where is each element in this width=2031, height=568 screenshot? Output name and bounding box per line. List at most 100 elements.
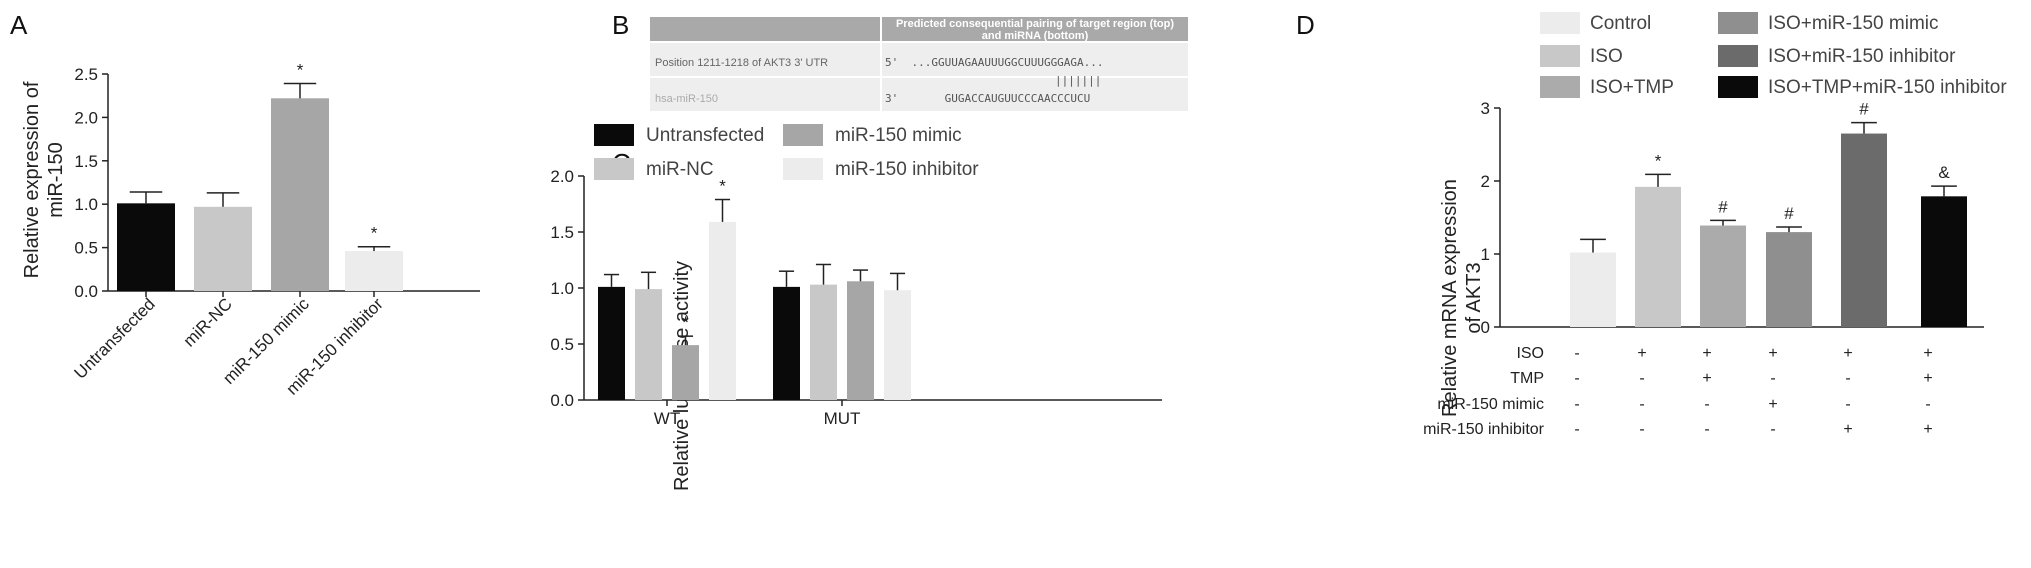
panel-c-y-tick-label: 2.0: [550, 167, 574, 186]
panel-d-treatment-value: +: [1702, 370, 1711, 387]
panel-d-legend-label: ISO+miR-150 mimic: [1768, 13, 1939, 34]
panel-d-legend-label: ISO+TMP: [1590, 77, 1674, 98]
panel-d-treatment-value: -: [1704, 396, 1709, 413]
target-sequence: 5' ...GGUUAGAAUUUGGCUUUGGGAGA...: [885, 56, 1104, 69]
panel-d-treatment-value: -: [1639, 421, 1644, 438]
panel-c-legend-swatch: [783, 124, 823, 146]
panel-d-legend-swatch: [1540, 45, 1580, 67]
panel-d-treatment-value: +: [1923, 345, 1932, 362]
panel-d-significance-marker: *: [1655, 151, 1662, 170]
table-header-left: [650, 17, 880, 41]
panel-c-x-tick-label: MUT: [824, 409, 861, 428]
table-header-line1: Predicted consequential pairing of targe…: [896, 18, 1174, 30]
panel-d-bar: [1766, 232, 1812, 327]
panel-a-bar: [117, 203, 175, 291]
panel-d-treatment-value: +: [1702, 345, 1711, 362]
panel-c-y-tick-label: 1.5: [550, 223, 574, 242]
panel-a-x-tick-label: miR-NC: [180, 294, 236, 350]
panel-d-legend-label: ISO: [1590, 46, 1623, 67]
panel-c-legend-swatch: [783, 158, 823, 180]
panel-d-legend-label: ISO+TMP+miR-150 inhibitor: [1768, 77, 2007, 98]
panel-d-treatment-value: +: [1923, 370, 1932, 387]
panel-d-treatment-value: -: [1574, 370, 1579, 387]
panel-d-y-tick-label: 2: [1481, 172, 1490, 191]
panel-d-treatment-label: TMP: [1510, 370, 1544, 387]
panel-c-bar: [810, 284, 837, 400]
panel-c-legend-swatch: [594, 124, 634, 146]
table-header-line2: and miRNA (bottom): [982, 30, 1089, 42]
panel-a-ylabel-line1: Relative expression of: [21, 81, 43, 278]
panel-d-legend-swatch: [1718, 76, 1758, 98]
panel-d-y-tick-label: 1: [1481, 245, 1490, 264]
panel-label-b: B: [612, 10, 629, 40]
panel-d-bar: [1841, 133, 1887, 327]
panel-d-significance-marker: #: [1784, 204, 1794, 223]
panel-d-treatment-value: -: [1574, 396, 1579, 413]
panel-d-legend-swatch: [1540, 76, 1580, 98]
panel-a-x-tick-label: Untransfected: [71, 294, 159, 382]
panel-d-treatment-value: +: [1843, 421, 1852, 438]
panel-d-treatment-value: +: [1768, 396, 1777, 413]
panel-d-legend-label: Control: [1590, 13, 1651, 34]
panel-c-legend-label: miR-150 mimic: [835, 125, 962, 146]
panel-d-treatment-value: -: [1704, 421, 1709, 438]
panel-a-significance-marker: *: [297, 61, 304, 80]
panel-a-chart: Relative expression of miR-150 0.0 0.5 1.0…: [21, 61, 480, 399]
panel-d-ylabel-line1: Relative mRNA expression: [1439, 179, 1461, 417]
panel-d-bar: [1700, 225, 1746, 327]
panel-a-y-tick-label: 0.0: [74, 282, 98, 301]
panel-d-legend-label: ISO+miR-150 inhibitor: [1768, 46, 1956, 67]
panel-d-y-tick-label: 3: [1481, 99, 1490, 118]
panel-label-a: A: [10, 10, 28, 40]
panel-a-y-tick-label: 2.5: [74, 65, 98, 84]
panel-a-y-tick-label: 1.0: [74, 195, 98, 214]
panel-d-significance-marker: #: [1859, 100, 1869, 119]
panel-d-treatment-value: -: [1845, 396, 1850, 413]
panel-d-treatment-value: +: [1923, 421, 1932, 438]
panel-d-treatment-value: -: [1770, 370, 1775, 387]
panel-d-treatment-value: -: [1770, 421, 1775, 438]
panel-c-y-tick-label: 0.5: [550, 335, 574, 354]
panel-a-bar: [194, 206, 252, 291]
panel-c-bar: [635, 289, 662, 400]
panel-d-bar: [1921, 196, 1967, 327]
panel-c-y-tick-label: 0.0: [550, 391, 574, 410]
panel-d-bar: [1570, 252, 1616, 327]
panel-c-x-tick-label: WT: [654, 409, 680, 428]
panel-d-treatment-label: miR-150 inhibitor: [1423, 421, 1545, 438]
panel-d-treatment-value: -: [1639, 370, 1644, 387]
panel-c-legend-swatch: [594, 158, 634, 180]
panel-a-bar: [271, 98, 329, 291]
panel-d-significance-marker: #: [1718, 197, 1728, 216]
panel-d-legend-swatch: [1718, 45, 1758, 67]
panel-label-d: D: [1296, 10, 1315, 40]
panel-d-chart: Relative mRNA expression of AKT3 0 1 2 3 * # #…: [1423, 12, 2007, 438]
panel-c-legend-label: miR-NC: [646, 159, 714, 180]
panel-a-y-tick-label: 2.0: [74, 108, 98, 127]
panel-d-y-tick-label: 0: [1481, 318, 1490, 337]
panel-d-treatment-value: +: [1768, 345, 1777, 362]
panel-c-bar: [672, 345, 699, 400]
panel-a-y-tick-label: 0.5: [74, 239, 98, 258]
panel-d-bar: [1635, 186, 1681, 327]
panel-a-ylabel-line2: miR-150: [45, 142, 67, 218]
panel-d-treatment-value: -: [1925, 396, 1930, 413]
table-header-right: [882, 17, 1188, 41]
panel-a-significance-marker: *: [371, 224, 378, 243]
panel-c-bar: [847, 281, 874, 400]
panel-c-chart: Relative luciferase activity 0.00.51.01.…: [550, 124, 1162, 491]
panel-c-bar: [773, 286, 800, 400]
panel-d-treatment-value: +: [1843, 345, 1852, 362]
panel-a-bar: [345, 251, 403, 291]
panel-c-y-tick-label: 1.0: [550, 279, 574, 298]
panel-c-legend-label: miR-150 inhibitor: [835, 159, 979, 180]
panel-d-legend-swatch: [1718, 12, 1758, 34]
panel-d-treatment-value: -: [1639, 396, 1644, 413]
panel-d-treatment-value: -: [1574, 345, 1579, 362]
panel-d-ylabel-line2: of AKT3: [1463, 262, 1485, 333]
panel-d-treatment-label: ISO: [1516, 345, 1544, 362]
panel-d-legend-swatch: [1540, 12, 1580, 34]
target-label: Position 1211-1218 of AKT3 3' UTR: [655, 57, 828, 69]
panel-d-treatment-label: miR-150 mimic: [1437, 396, 1544, 413]
